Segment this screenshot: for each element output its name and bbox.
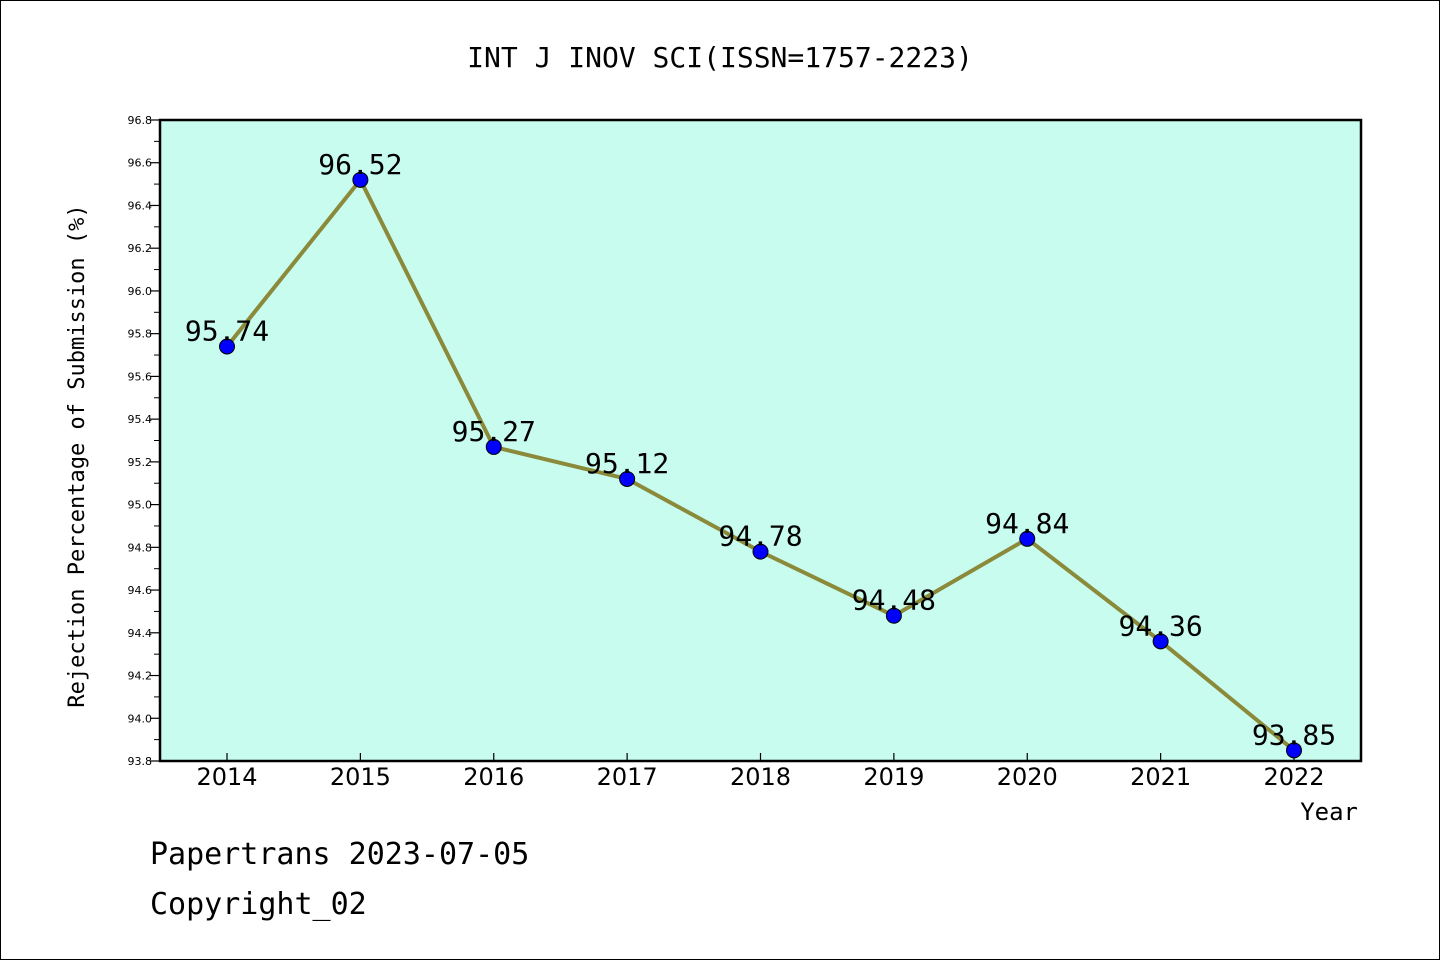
x-tick-label: 2020 [997,763,1058,791]
y-tick-label: 95.6 [128,370,153,383]
data-point [1152,633,1169,650]
data-point [619,470,636,487]
footer-copyright: Copyright_02 [150,887,367,922]
y-tick-label: 93.8 [128,755,153,768]
data-label: 95.27 [452,415,536,448]
data-label: 95.74 [185,314,269,347]
data-point [1286,742,1302,759]
plot-area [158,118,1363,763]
y-tick-label: 95.4 [128,413,153,426]
y-tick-label: 96.8 [128,114,153,127]
data-label: 95.12 [585,447,669,480]
data-label: 94.36 [1118,609,1202,642]
x-tick-label: 2016 [463,763,524,791]
data-label: 94.78 [718,520,802,553]
y-axis-label: Rejection Percentage of Submission (%) [65,204,90,707]
y-tick-label: 96.2 [128,242,153,255]
data-point [485,438,502,455]
y-tick-label: 94.8 [128,541,153,554]
data-point [219,338,235,355]
data-point [352,171,369,188]
x-tick-label: 2015 [330,763,391,791]
y-tick-label: 96.6 [128,157,153,170]
chart-title: INT J INOV SCI(ISSN=1757-2223) [467,41,973,74]
x-tick-label: 2017 [597,763,658,791]
y-tick-label: 94.4 [128,627,153,640]
footer-date: Papertrans 2023-07-05 [150,837,529,872]
data-labels: 95.74 96.52 95.27 95.12 94.78 94.48 94.84 94.36… [185,148,1336,751]
data-label: 93.85 [1252,718,1336,751]
y-tick-label: 94.6 [128,584,153,597]
x-tick-label: 2018 [730,763,791,791]
x-tick-label: 2021 [1130,763,1191,791]
y-tick-label: 94.2 [128,670,153,683]
x-axis-label: Year [1300,798,1358,826]
x-tick-label: 2014 [196,763,257,791]
data-label: 96.52 [318,148,402,181]
data-label: 94.84 [985,507,1069,540]
x-axis: 2014 2015 2016 2017 2018 2019 2020 2021 2022 [196,753,1325,791]
data-label: 94.48 [852,584,936,617]
x-tick-label: 2019 [863,763,924,791]
data-point [885,607,902,624]
y-tick-label: 96.0 [128,285,153,298]
y-axis: 93.8 94.0 94.2 94.4 94.6 94.8 95.0 95.2 95.4 95.6… [128,114,160,768]
y-tick-label: 96.4 [128,199,153,212]
y-tick-label: 94.0 [128,712,153,725]
y-tick-label: 95.8 [128,328,153,341]
y-tick-label: 95.0 [128,499,153,512]
data-points [219,171,1302,759]
data-point [1019,530,1036,547]
y-tick-label: 95.2 [128,456,153,469]
x-tick-label: 2022 [1263,763,1324,791]
data-point [752,543,769,560]
